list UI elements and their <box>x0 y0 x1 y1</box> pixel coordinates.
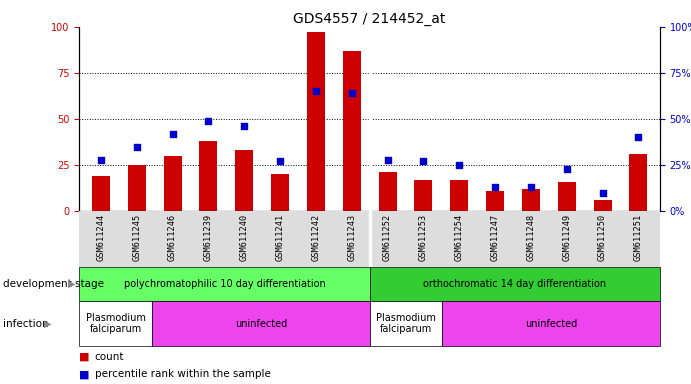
Text: percentile rank within the sample: percentile rank within the sample <box>95 369 271 379</box>
Text: GSM611254: GSM611254 <box>455 214 464 261</box>
Text: GSM611246: GSM611246 <box>168 214 177 261</box>
Point <box>95 157 106 163</box>
Point <box>239 123 250 129</box>
Point <box>525 184 536 190</box>
Text: GSM611252: GSM611252 <box>383 214 392 261</box>
FancyBboxPatch shape <box>79 211 660 267</box>
Text: uninfected: uninfected <box>235 318 287 329</box>
Point <box>633 134 644 141</box>
Text: GSM611248: GSM611248 <box>527 214 536 261</box>
Bar <box>307 32 325 211</box>
Bar <box>451 180 468 211</box>
Point <box>274 158 285 164</box>
Text: GSM611242: GSM611242 <box>312 214 321 261</box>
Text: ■: ■ <box>79 369 90 379</box>
Text: Plasmodium
falciparum: Plasmodium falciparum <box>86 313 146 334</box>
Point <box>310 88 321 94</box>
Text: GSM611244: GSM611244 <box>97 214 106 261</box>
Text: GSM611241: GSM611241 <box>276 214 285 261</box>
Text: GSM611239: GSM611239 <box>204 214 213 261</box>
Bar <box>128 165 146 211</box>
Point <box>418 158 429 164</box>
Bar <box>271 174 289 211</box>
Point <box>561 166 572 172</box>
Text: GSM611251: GSM611251 <box>634 214 643 261</box>
Text: infection: infection <box>3 318 49 329</box>
Point <box>346 90 357 96</box>
Point <box>454 162 465 168</box>
Text: GSM611243: GSM611243 <box>348 214 357 261</box>
Point <box>382 157 393 163</box>
Bar <box>152 301 370 346</box>
Bar <box>200 141 218 211</box>
Point <box>489 184 500 190</box>
Bar <box>79 267 370 301</box>
Bar <box>630 154 647 211</box>
Bar <box>79 301 152 346</box>
Text: GSM611249: GSM611249 <box>562 214 571 261</box>
Bar <box>594 200 612 211</box>
Text: GSM611240: GSM611240 <box>240 214 249 261</box>
Bar <box>164 156 182 211</box>
Point <box>131 144 142 150</box>
Bar <box>343 51 361 211</box>
Point <box>597 190 608 196</box>
Bar <box>92 176 110 211</box>
Bar <box>370 267 660 301</box>
Text: ▶: ▶ <box>44 318 51 329</box>
Title: GDS4557 / 214452_at: GDS4557 / 214452_at <box>294 12 446 26</box>
Text: ▶: ▶ <box>68 279 75 289</box>
Text: Plasmodium
falciparum: Plasmodium falciparum <box>376 313 436 334</box>
Text: ■: ■ <box>79 352 90 362</box>
Bar <box>522 189 540 211</box>
Bar <box>486 191 504 211</box>
Text: development stage: development stage <box>3 279 104 289</box>
Bar <box>370 301 442 346</box>
Text: polychromatophilic 10 day differentiation: polychromatophilic 10 day differentiatio… <box>124 279 325 289</box>
Bar <box>442 301 660 346</box>
Text: GSM611247: GSM611247 <box>491 214 500 261</box>
Bar <box>415 180 433 211</box>
Text: orthochromatic 14 day differentiation: orthochromatic 14 day differentiation <box>423 279 607 289</box>
Bar <box>558 182 576 211</box>
Point <box>203 118 214 124</box>
Text: count: count <box>95 352 124 362</box>
Bar <box>379 172 397 211</box>
Text: GSM611253: GSM611253 <box>419 214 428 261</box>
Bar <box>236 151 253 211</box>
Point <box>167 131 178 137</box>
Text: GSM611245: GSM611245 <box>132 214 141 261</box>
Text: GSM611250: GSM611250 <box>598 214 607 261</box>
Text: uninfected: uninfected <box>525 318 577 329</box>
